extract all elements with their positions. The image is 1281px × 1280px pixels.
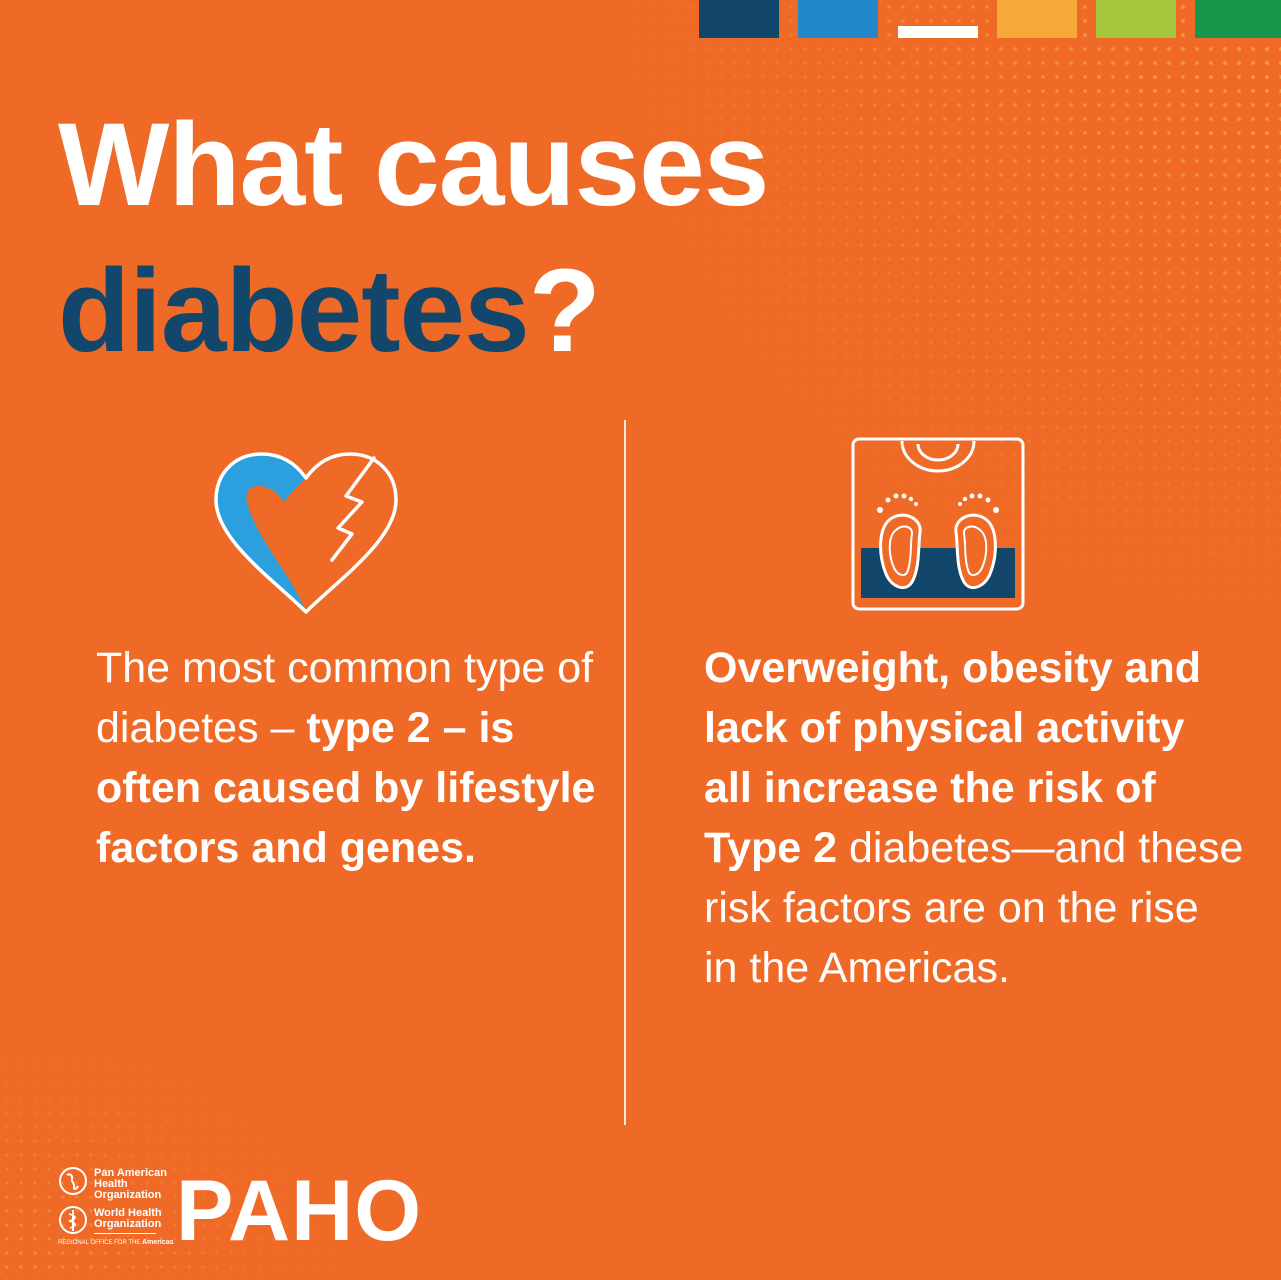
page-title: What causes diabetes? <box>58 92 769 384</box>
paho-name: Pan American Health Organization <box>94 1168 167 1201</box>
paho-name-line-1: Pan American <box>94 1167 167 1179</box>
scale-with-feet-icon <box>851 437 1025 611</box>
color-bar-yellow <box>997 0 1077 38</box>
paho-name-line-3: Organization <box>94 1189 162 1201</box>
color-bar-blue <box>798 0 878 38</box>
title-line-2: diabetes? <box>58 238 768 384</box>
who-emblem-icon <box>59 1206 87 1234</box>
left-text-bold: type 2 – is often caused by lifestyle fa… <box>96 704 596 872</box>
title-question-mark: ? <box>528 245 601 377</box>
regional-office-text: REGIONAL OFFICE FOR THE <box>58 1240 141 1246</box>
color-bar-lime <box>1096 0 1176 38</box>
column-divider <box>624 420 626 1125</box>
color-bar-white <box>898 26 978 38</box>
title-line-1: What causes <box>58 99 769 231</box>
regional-office-label: REGIONAL OFFICE FOR THE Americas <box>58 1239 174 1247</box>
logo-divider-line <box>94 1233 156 1234</box>
right-text-regular: diabetes—and these risk factors are on t… <box>704 824 1244 992</box>
color-bar-green <box>1195 0 1281 38</box>
broken-heart-icon <box>214 452 398 614</box>
left-description: The most common type of diabetes – type … <box>96 638 596 878</box>
right-text-bold: Overweight, obesity and lack of physical… <box>704 644 1201 872</box>
color-bar-navy <box>699 0 779 38</box>
who-name: World Health Organization <box>94 1208 162 1230</box>
regional-office-region: Americas <box>142 1239 174 1246</box>
left-text-regular: The most common type of diabetes – <box>96 644 594 752</box>
who-name-line-2: Organization <box>94 1218 162 1230</box>
paho-name-line-2: Health <box>94 1178 128 1190</box>
who-name-line-1: World Health <box>94 1207 162 1219</box>
paho-wordmark: PAHO <box>176 1163 423 1259</box>
title-highlight-word: diabetes <box>58 245 530 377</box>
right-description: Overweight, obesity and lack of physical… <box>704 638 1244 998</box>
paho-emblem-icon <box>59 1167 87 1195</box>
